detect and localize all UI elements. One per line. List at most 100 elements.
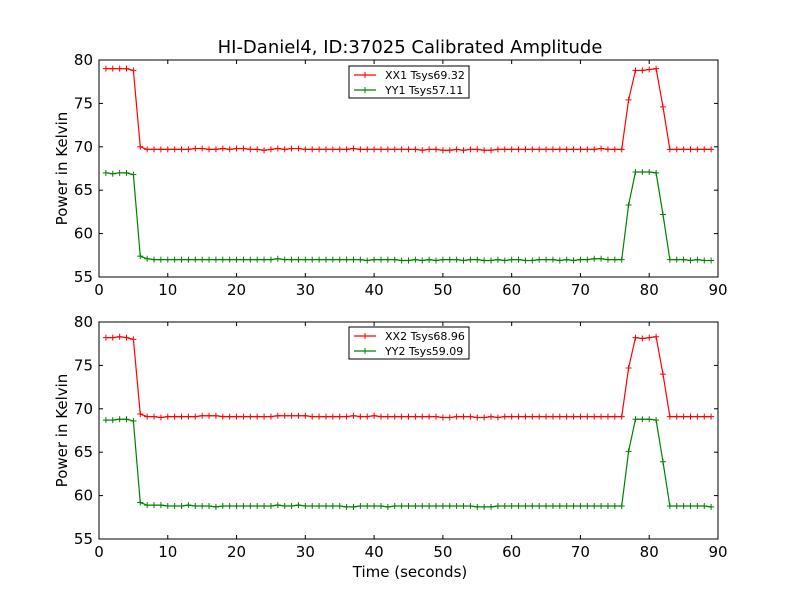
data-point bbox=[302, 256, 309, 263]
data-point bbox=[570, 257, 577, 264]
data-point bbox=[494, 414, 501, 421]
data-point bbox=[515, 146, 522, 153]
data-point bbox=[137, 143, 144, 150]
data-point bbox=[460, 413, 467, 420]
data-point bbox=[364, 413, 371, 420]
data-point bbox=[247, 146, 254, 153]
data-point bbox=[316, 256, 323, 263]
data-point bbox=[632, 67, 639, 74]
data-point bbox=[267, 256, 274, 263]
data-point bbox=[680, 146, 687, 153]
data-point bbox=[419, 257, 426, 264]
data-point bbox=[632, 168, 639, 175]
data-point bbox=[549, 146, 556, 153]
data-point bbox=[357, 256, 364, 263]
data-point bbox=[618, 503, 625, 510]
data-point bbox=[611, 413, 618, 420]
data-point bbox=[398, 257, 405, 264]
y-axis-label: Power in Kelvin bbox=[53, 112, 71, 226]
data-point bbox=[618, 146, 625, 153]
data-point bbox=[206, 256, 213, 263]
y-tick-label: 55 bbox=[74, 530, 93, 548]
data-point bbox=[295, 145, 302, 152]
data-point bbox=[646, 416, 653, 423]
data-point bbox=[632, 416, 639, 423]
plot-panel-2: 0 10 20 30 40 50 60 70 80 90 55 60 65 70 75 80 Power in … bbox=[53, 313, 728, 561]
data-point bbox=[529, 503, 536, 510]
data-point bbox=[591, 146, 598, 153]
data-point bbox=[391, 256, 398, 263]
data-point bbox=[309, 146, 316, 153]
data-point bbox=[625, 96, 632, 103]
data-point bbox=[226, 256, 233, 263]
data-point bbox=[687, 146, 694, 153]
data-point bbox=[584, 146, 591, 153]
data-point bbox=[611, 503, 618, 510]
data-point bbox=[460, 147, 467, 154]
data-point bbox=[288, 256, 295, 263]
data-point bbox=[659, 371, 666, 378]
data-point bbox=[391, 503, 398, 510]
data-point bbox=[653, 169, 660, 176]
x-tick-label: 90 bbox=[708, 543, 727, 561]
data-point bbox=[329, 146, 336, 153]
y-tick-label: 60 bbox=[74, 225, 93, 243]
data-point bbox=[212, 256, 219, 263]
data-point bbox=[130, 171, 137, 178]
data-point bbox=[543, 503, 550, 510]
data-point bbox=[646, 334, 653, 341]
data-point bbox=[123, 65, 130, 72]
data-point bbox=[701, 146, 708, 153]
data-point bbox=[171, 256, 178, 263]
data-point bbox=[371, 146, 378, 153]
data-point bbox=[151, 502, 158, 509]
data-point bbox=[157, 414, 164, 421]
data-point bbox=[419, 147, 426, 154]
data-point bbox=[164, 256, 171, 263]
data-point bbox=[563, 146, 570, 153]
data-point bbox=[398, 503, 405, 510]
data-point bbox=[261, 413, 268, 420]
data-point bbox=[426, 503, 433, 510]
data-point bbox=[343, 256, 350, 263]
data-point bbox=[433, 146, 440, 153]
data-point bbox=[522, 413, 529, 420]
data-point bbox=[694, 146, 701, 153]
data-point bbox=[274, 502, 281, 509]
data-point bbox=[151, 413, 158, 420]
data-point bbox=[494, 146, 501, 153]
data-point bbox=[212, 146, 219, 153]
data-point bbox=[426, 146, 433, 153]
data-point bbox=[666, 256, 673, 263]
data-point bbox=[708, 257, 715, 264]
data-point bbox=[274, 412, 281, 419]
x-tick-label: 40 bbox=[365, 281, 384, 299]
data-point bbox=[157, 256, 164, 263]
data-point bbox=[233, 413, 240, 420]
data-point bbox=[439, 147, 446, 154]
data-point bbox=[302, 412, 309, 419]
data-point bbox=[529, 413, 536, 420]
data-point bbox=[708, 146, 715, 153]
data-point bbox=[563, 413, 570, 420]
data-point bbox=[219, 503, 226, 510]
data-point bbox=[584, 256, 591, 263]
data-point bbox=[336, 413, 343, 420]
data-point bbox=[570, 146, 577, 153]
data-point bbox=[522, 503, 529, 510]
y-tick-label: 75 bbox=[74, 356, 93, 374]
data-point bbox=[130, 336, 137, 343]
data-point bbox=[336, 256, 343, 263]
data-point bbox=[694, 413, 701, 420]
data-point bbox=[618, 413, 625, 420]
data-point bbox=[329, 413, 336, 420]
data-point bbox=[488, 147, 495, 154]
data-point bbox=[604, 146, 611, 153]
data-point bbox=[288, 412, 295, 419]
data-point bbox=[309, 413, 316, 420]
data-point bbox=[240, 256, 247, 263]
data-point bbox=[226, 413, 233, 420]
data-point bbox=[611, 146, 618, 153]
data-point bbox=[680, 413, 687, 420]
